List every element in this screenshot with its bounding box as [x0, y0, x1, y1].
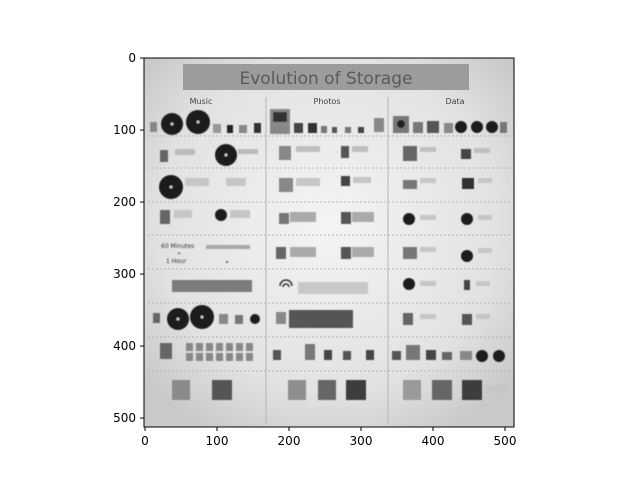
x-tick-label: 0	[141, 434, 149, 448]
column-header-data: Data	[445, 97, 464, 106]
x-tick-label: 100	[206, 434, 229, 448]
title-banner	[183, 64, 469, 90]
y-tick-label: 400	[113, 339, 136, 353]
title-text: Evolution of Storage	[240, 69, 413, 89]
y-tick-label: 200	[113, 195, 136, 209]
x-tick-label: 500	[494, 434, 517, 448]
row-7-items	[153, 305, 490, 330]
axes-frame	[143, 57, 515, 428]
row-4-items	[160, 209, 492, 225]
device-strip	[150, 109, 507, 135]
y-tick-label: 0	[128, 51, 136, 65]
row-8-items	[160, 343, 505, 362]
y-tick-labels: 0 100 200 300 400 500	[113, 51, 136, 425]
music-label-equals: =	[177, 251, 181, 257]
bottom-squares	[172, 380, 506, 400]
y-tick-label: 100	[113, 123, 136, 137]
row-5-items: 60 Minutes = 1 Hour	[161, 243, 492, 265]
column-header-photos: Photos	[314, 97, 341, 106]
x-tick-marks	[144, 427, 506, 431]
x-tick-label: 300	[350, 434, 373, 448]
x-tick-label: 200	[278, 434, 301, 448]
y-tick-label: 300	[113, 267, 136, 281]
row-3-items	[159, 175, 492, 199]
y-tick-marks	[140, 57, 144, 419]
x-tick-label: 400	[422, 434, 445, 448]
music-label-1-hour: 1 Hour	[166, 258, 187, 265]
row-separators	[148, 135, 510, 372]
column-header-music: Music	[190, 97, 213, 106]
x-tick-labels: 0 100 200 300 400 500	[141, 434, 516, 448]
music-label-60-minutes: 60 Minutes	[161, 243, 194, 250]
infographic-image: Evolution of Storage Music Photos Data	[144, 58, 514, 427]
row-6-items	[172, 278, 490, 294]
row-2-items	[160, 144, 490, 166]
y-tick-label: 500	[113, 411, 136, 425]
